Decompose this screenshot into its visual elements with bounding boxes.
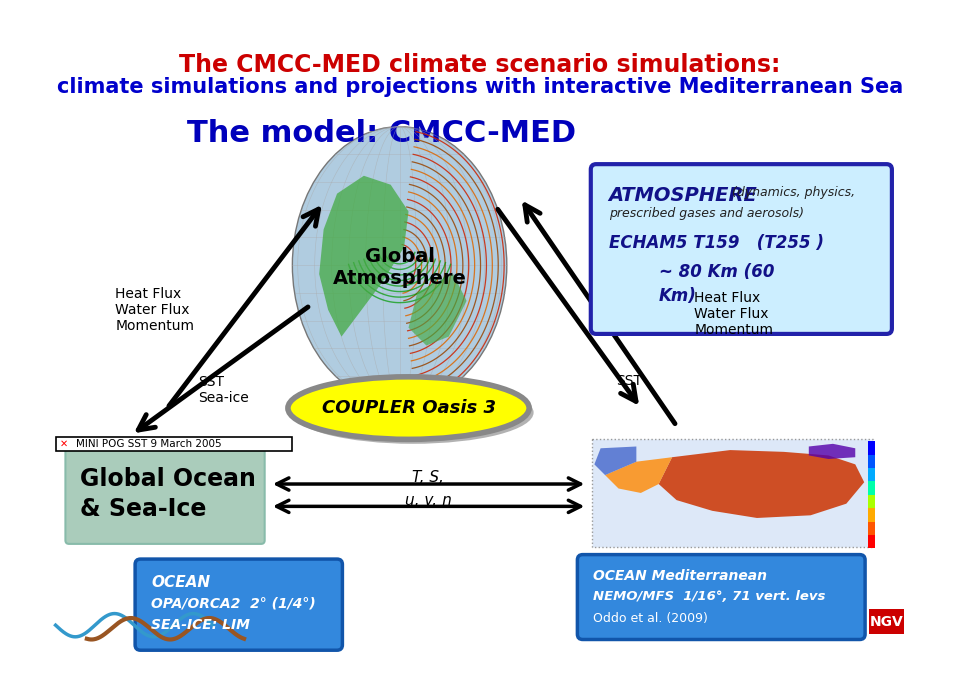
Text: OCEAN: OCEAN xyxy=(151,575,210,590)
Text: Global: Global xyxy=(365,246,435,266)
FancyBboxPatch shape xyxy=(577,554,865,640)
Bar xyxy=(868,482,875,495)
Polygon shape xyxy=(809,444,855,459)
Text: The CMCC-MED climate scenario simulations:: The CMCC-MED climate scenario simulation… xyxy=(180,53,780,78)
Bar xyxy=(868,468,875,482)
Text: SEA-ICE: LIM: SEA-ICE: LIM xyxy=(151,618,250,632)
Text: NEMO/MFS  1/16°, 71 vert. levs: NEMO/MFS 1/16°, 71 vert. levs xyxy=(593,590,826,603)
Text: COUPLER Oasis 3: COUPLER Oasis 3 xyxy=(322,399,495,417)
Ellipse shape xyxy=(293,382,534,444)
FancyBboxPatch shape xyxy=(591,440,874,547)
Text: MINI POG SST 9 March 2005: MINI POG SST 9 March 2005 xyxy=(76,439,222,449)
Text: ✕: ✕ xyxy=(60,439,68,449)
Ellipse shape xyxy=(293,127,507,404)
Text: OCEAN Mediterranean: OCEAN Mediterranean xyxy=(593,569,767,583)
Text: OPA/ORCA2  2° (1/4°): OPA/ORCA2 2° (1/4°) xyxy=(151,596,316,610)
Text: & Sea-Ice: & Sea-Ice xyxy=(80,498,206,522)
Text: Oddo et al. (2009): Oddo et al. (2009) xyxy=(593,612,708,625)
Bar xyxy=(868,454,875,468)
Text: T, S,: T, S, xyxy=(412,470,444,485)
Text: climate simulations and projections with interactive Mediterranean Sea: climate simulations and projections with… xyxy=(57,76,903,97)
Text: The model: CMCC-MED: The model: CMCC-MED xyxy=(187,120,576,148)
Text: ATMOSPHERE: ATMOSPHERE xyxy=(609,186,757,204)
Text: Atmosphere: Atmosphere xyxy=(333,269,467,288)
Polygon shape xyxy=(659,450,864,518)
FancyBboxPatch shape xyxy=(135,559,343,650)
Text: prescribed gases and aerosols): prescribed gases and aerosols) xyxy=(609,207,804,220)
FancyBboxPatch shape xyxy=(65,447,265,544)
Text: (dynamics, physics,: (dynamics, physics, xyxy=(729,186,855,199)
Text: Heat Flux
Water Flux
Momentum: Heat Flux Water Flux Momentum xyxy=(694,291,774,337)
Polygon shape xyxy=(594,447,636,475)
Polygon shape xyxy=(409,274,467,346)
Bar xyxy=(868,535,875,548)
Text: NGV: NGV xyxy=(870,615,903,629)
Text: Km): Km) xyxy=(659,288,697,305)
Text: ~ 80 Km (60: ~ 80 Km (60 xyxy=(659,263,774,281)
Text: ECHAM5 T159   (T255 ): ECHAM5 T159 (T255 ) xyxy=(609,234,824,252)
Text: Global Ocean: Global Ocean xyxy=(80,467,255,491)
Text: u, v, η: u, v, η xyxy=(405,494,451,508)
Bar xyxy=(868,522,875,535)
Bar xyxy=(868,441,875,454)
Bar xyxy=(868,495,875,508)
Bar xyxy=(868,508,875,522)
Polygon shape xyxy=(605,457,672,493)
Ellipse shape xyxy=(288,377,529,440)
Polygon shape xyxy=(319,176,409,337)
FancyBboxPatch shape xyxy=(56,437,293,451)
FancyBboxPatch shape xyxy=(869,609,904,634)
Text: Heat Flux
Water Flux
Momentum: Heat Flux Water Flux Momentum xyxy=(115,286,195,333)
Text: SST: SST xyxy=(615,374,642,388)
Text: SST
Sea-ice: SST Sea-ice xyxy=(199,375,250,405)
FancyBboxPatch shape xyxy=(590,164,892,334)
